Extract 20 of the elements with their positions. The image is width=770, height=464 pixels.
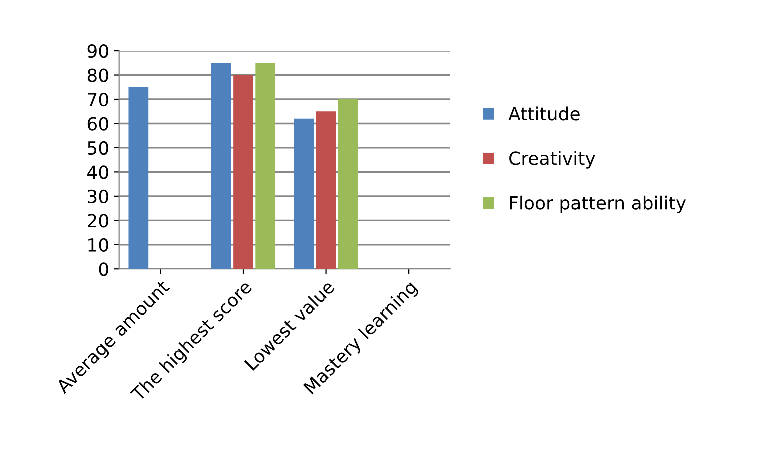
bar — [128, 87, 149, 270]
legend-label: Creativity — [510, 151, 596, 169]
y-tick-label: 50 — [88, 141, 108, 156]
y-tick-label: 30 — [88, 190, 108, 204]
y-tick-label: 70 — [88, 92, 108, 107]
legend-label: Attitude — [508, 106, 580, 121]
y-tick-label: 0 — [99, 262, 108, 276]
bar — [234, 75, 254, 270]
y-tick-label: 60 — [88, 117, 108, 131]
bar — [338, 100, 358, 270]
y-tick-label: 20 — [88, 214, 108, 228]
bar — [316, 112, 336, 270]
y-tick-label: 90 — [88, 44, 108, 58]
legend-label: Floor pattern ability — [510, 196, 686, 214]
y-tick-label: 80 — [88, 68, 108, 82]
bar — [294, 118, 314, 270]
y-tick-label: 10 — [88, 238, 108, 252]
bar — [256, 63, 276, 270]
bar — [212, 63, 232, 270]
y-tick-label: 40 — [88, 166, 108, 180]
